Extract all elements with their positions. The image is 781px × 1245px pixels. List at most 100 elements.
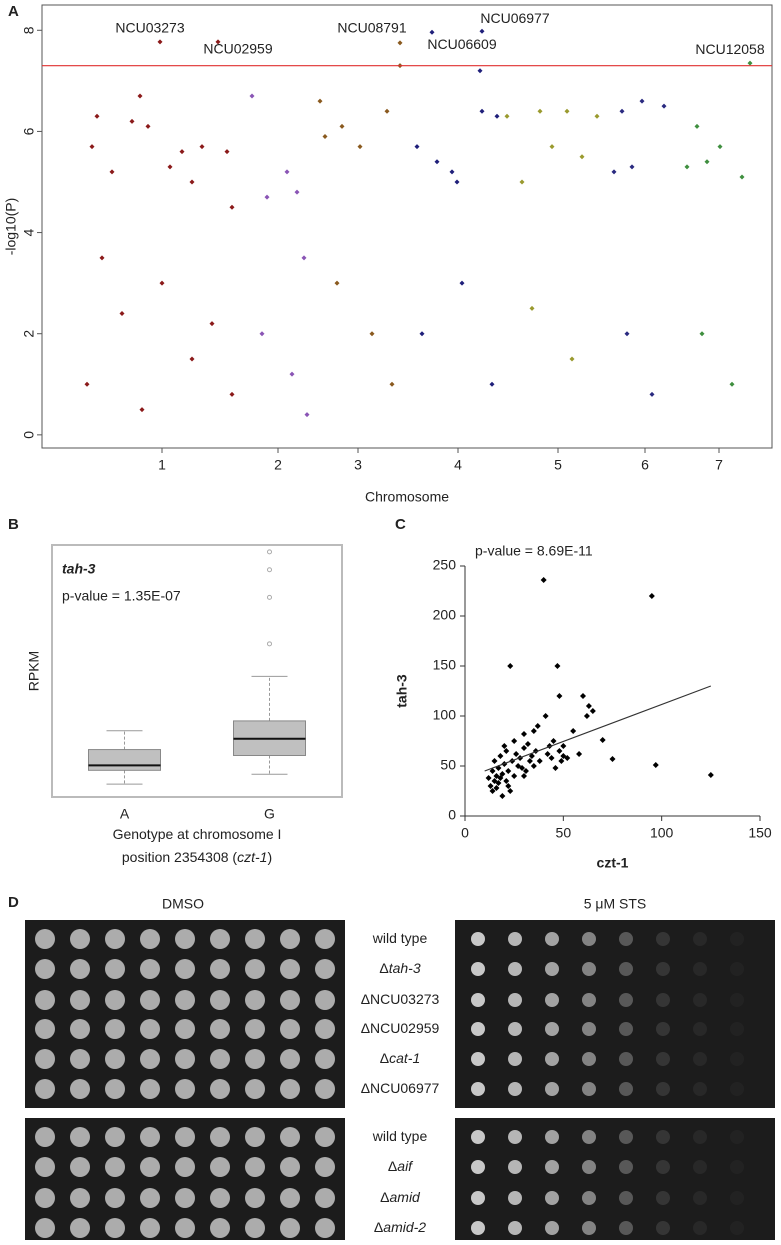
y-axis-label: RPKM bbox=[26, 651, 42, 691]
colony-spot bbox=[210, 1127, 230, 1147]
point bbox=[289, 371, 295, 377]
trend-line bbox=[484, 685, 712, 772]
colony-spot bbox=[140, 1157, 160, 1177]
point bbox=[317, 98, 323, 104]
colony-spot bbox=[656, 1191, 670, 1205]
outlier bbox=[267, 594, 272, 600]
colony-spot bbox=[656, 1221, 670, 1235]
point bbox=[414, 144, 420, 150]
colony-spot bbox=[619, 993, 633, 1007]
y-tick-label: 4 bbox=[21, 228, 37, 236]
strain-label: Δcat-1 bbox=[380, 1050, 420, 1066]
x-axis-label-part: Genotype at chromosome I bbox=[113, 826, 282, 842]
point bbox=[513, 751, 520, 757]
colony-spot bbox=[545, 1082, 559, 1096]
colony-spot bbox=[70, 1218, 90, 1238]
colony-spot bbox=[730, 993, 744, 1007]
point bbox=[619, 108, 625, 114]
colony-spot bbox=[730, 1130, 744, 1144]
point bbox=[507, 788, 514, 794]
colony-spot bbox=[35, 929, 55, 949]
x-axis-label: czt-1 bbox=[597, 855, 629, 871]
y-tick-label: 8 bbox=[21, 26, 37, 34]
colony-spot bbox=[545, 1191, 559, 1205]
outlier bbox=[267, 567, 272, 573]
colony-spot bbox=[70, 1079, 90, 1099]
point bbox=[459, 280, 465, 286]
point bbox=[491, 758, 498, 764]
point bbox=[556, 748, 563, 754]
x-tick-label: 3 bbox=[354, 457, 362, 473]
strain-name: NCU03273 bbox=[370, 991, 439, 1007]
colony-spot bbox=[656, 1052, 670, 1066]
colony-spot bbox=[315, 929, 335, 949]
colony-spot bbox=[656, 932, 670, 946]
strain-prefix: Δ bbox=[379, 960, 388, 976]
colony-spot bbox=[175, 1019, 195, 1039]
colony-spot bbox=[730, 1221, 744, 1235]
colony-spot bbox=[280, 1188, 300, 1208]
annotation: NCU12058 bbox=[695, 41, 764, 57]
colony-spot bbox=[619, 1191, 633, 1205]
strain-label: ΔNCU06977 bbox=[361, 1080, 440, 1096]
colony-spot bbox=[619, 932, 633, 946]
point bbox=[694, 123, 700, 129]
colony-spot bbox=[140, 1218, 160, 1238]
point bbox=[519, 765, 526, 771]
annotation: NCU06977 bbox=[480, 10, 549, 26]
y-tick-label: 200 bbox=[433, 607, 457, 623]
point bbox=[334, 280, 340, 286]
strain-name: amid bbox=[390, 1189, 422, 1205]
strain-prefix: Δ bbox=[361, 991, 370, 1007]
point bbox=[564, 108, 570, 114]
x-tick-label: G bbox=[264, 806, 275, 822]
point bbox=[189, 356, 195, 362]
strain-label: wild type bbox=[372, 930, 428, 946]
colony-spot bbox=[545, 1160, 559, 1174]
point bbox=[503, 748, 510, 754]
x-tick-label: 1 bbox=[158, 457, 166, 473]
y-tick-label: 50 bbox=[440, 757, 456, 773]
x-tick-label: 100 bbox=[650, 825, 674, 841]
colony-spot bbox=[210, 959, 230, 979]
point bbox=[524, 741, 531, 747]
point bbox=[479, 108, 485, 114]
point bbox=[489, 381, 495, 387]
colony-spot bbox=[693, 1130, 707, 1144]
colony-spot bbox=[693, 932, 707, 946]
point bbox=[397, 40, 403, 46]
point bbox=[497, 753, 504, 759]
point bbox=[301, 255, 307, 261]
colony-spot bbox=[693, 1052, 707, 1066]
point bbox=[489, 768, 496, 774]
colony-spot bbox=[35, 1079, 55, 1099]
point bbox=[699, 331, 705, 337]
colony-spot bbox=[105, 1127, 125, 1147]
x-axis-label: position 2354308 (czt-1) bbox=[122, 849, 272, 865]
colony-spot bbox=[508, 1130, 522, 1144]
colony-spot bbox=[315, 1218, 335, 1238]
point bbox=[537, 108, 543, 114]
colony-spot bbox=[175, 929, 195, 949]
point bbox=[558, 758, 565, 764]
point bbox=[522, 768, 529, 774]
point bbox=[639, 98, 645, 104]
point bbox=[84, 381, 90, 387]
strain-label: Δtah-3 bbox=[379, 960, 420, 976]
colony-spot bbox=[35, 1019, 55, 1039]
colony-spot bbox=[35, 990, 55, 1010]
strain-label: ΔNCU03273 bbox=[361, 991, 440, 1007]
colony-spot bbox=[693, 1221, 707, 1235]
colony-spot bbox=[105, 990, 125, 1010]
point bbox=[322, 133, 328, 139]
point bbox=[215, 39, 221, 45]
point bbox=[649, 391, 655, 397]
colony-spot bbox=[35, 1127, 55, 1147]
colony-spot bbox=[280, 1049, 300, 1069]
point bbox=[536, 758, 543, 764]
point bbox=[294, 189, 300, 195]
colony-spot bbox=[105, 1188, 125, 1208]
colony-spot bbox=[280, 1218, 300, 1238]
colony-spot bbox=[471, 1191, 485, 1205]
point bbox=[209, 321, 215, 327]
